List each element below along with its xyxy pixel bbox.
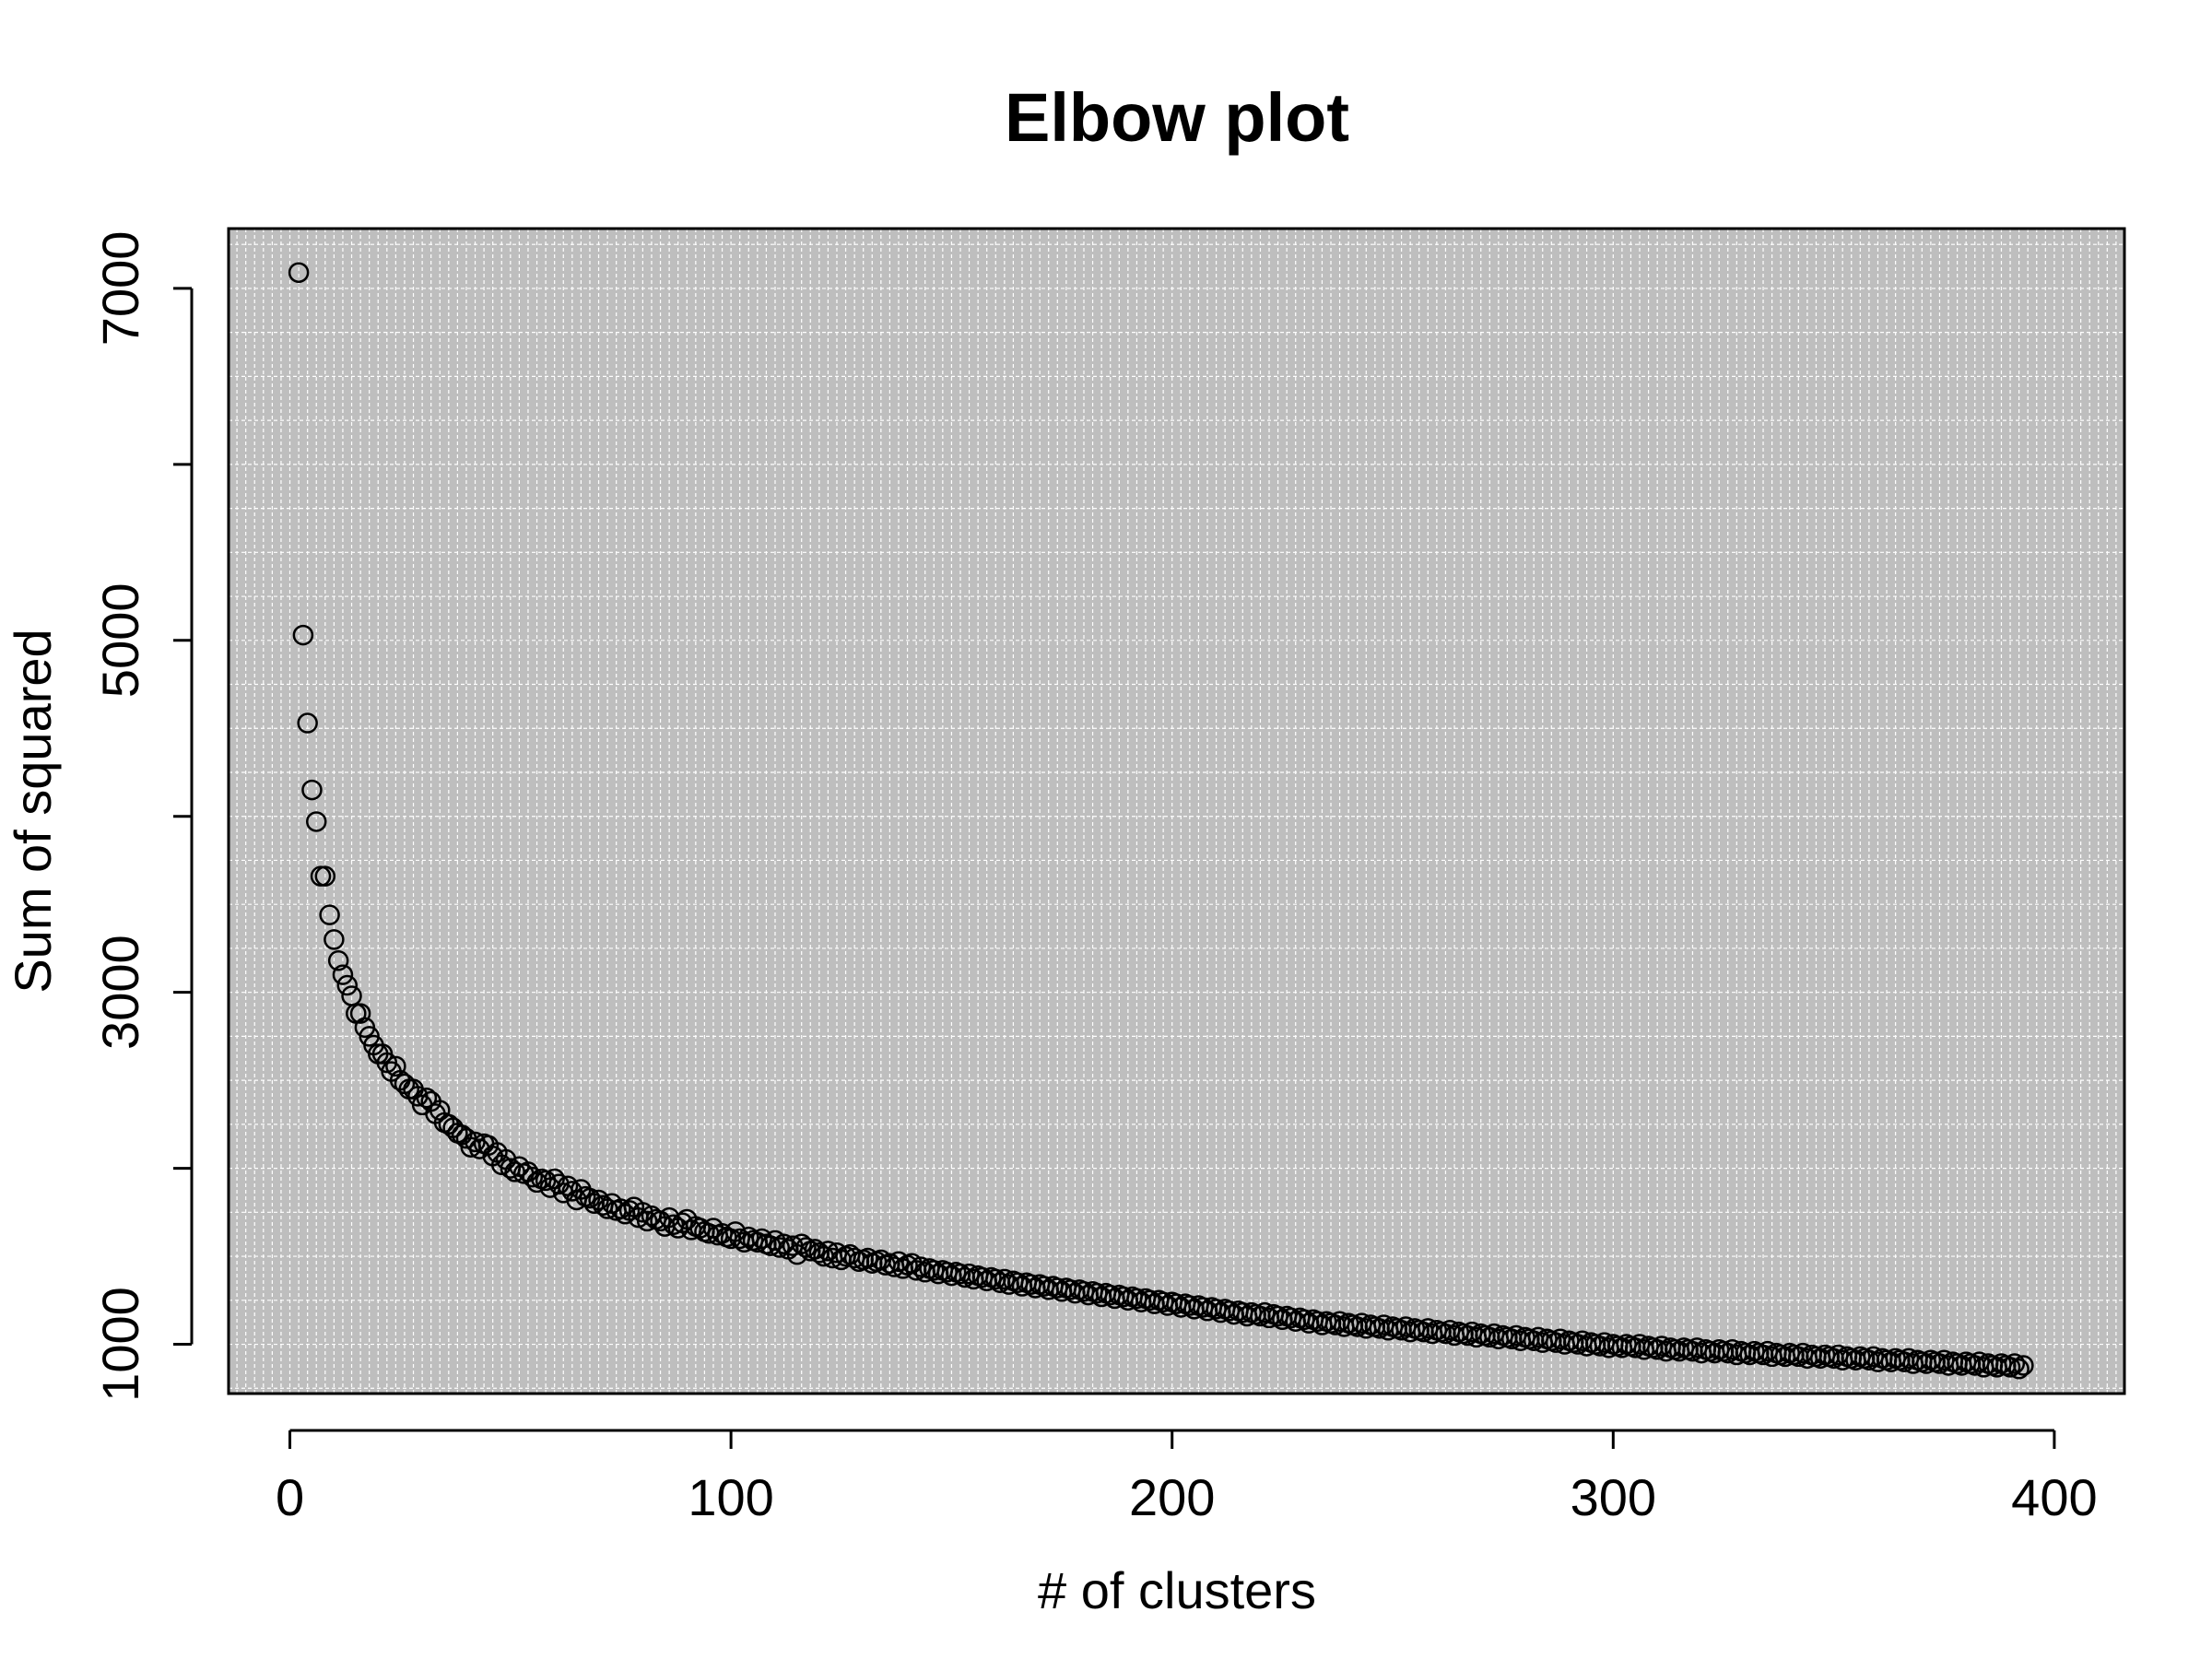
data-point — [349, 1003, 371, 1024]
data-point — [324, 929, 345, 950]
plot-background — [229, 229, 2124, 1394]
data-point — [297, 712, 318, 734]
data-point — [610, 1198, 631, 1219]
data-point — [994, 1268, 1016, 1290]
data-point — [857, 1247, 878, 1269]
data-point — [416, 1087, 438, 1109]
data-point — [795, 1237, 817, 1258]
data-point — [305, 811, 327, 832]
plot-border — [227, 227, 2126, 1395]
y-axis-label: Sum of squared — [4, 629, 62, 993]
data-point — [1999, 1357, 2021, 1378]
data-point — [336, 974, 358, 996]
data-point — [327, 950, 349, 971]
data-point — [332, 964, 354, 985]
data-point — [2008, 1359, 2030, 1380]
data-point — [2004, 1353, 2026, 1374]
chart-title: Elbow plot — [1005, 79, 1349, 156]
y-tick-label: 5000 — [91, 583, 149, 699]
y-tick-label: 3000 — [91, 935, 149, 1050]
x-tick-label: 200 — [1129, 1468, 1215, 1526]
data-point — [1253, 1301, 1276, 1324]
x-tick-label: 300 — [1571, 1468, 1656, 1526]
data-point — [522, 1166, 544, 1188]
data-points — [288, 262, 2034, 1380]
data-point — [314, 865, 336, 887]
x-axis: 0 100 200 300 400 — [276, 1429, 2098, 1526]
y-axis: 1000 3000 5000 7000 — [91, 231, 194, 1402]
data-point — [2013, 1355, 2034, 1376]
data-point — [650, 1210, 671, 1232]
plot-grid — [229, 229, 2124, 1394]
data-point — [959, 1263, 980, 1285]
data-point — [301, 779, 323, 801]
x-tick-label: 0 — [276, 1468, 304, 1526]
x-axis-label: # of clusters — [1038, 1561, 1316, 1619]
data-point — [288, 262, 310, 283]
data-point — [319, 904, 340, 925]
data-point — [385, 1055, 406, 1077]
data-point — [292, 624, 314, 646]
data-point — [769, 1237, 791, 1258]
y-tick-label: 1000 — [91, 1287, 149, 1402]
y-tick-label: 7000 — [91, 231, 149, 347]
data-point — [910, 1256, 932, 1277]
x-tick-label: 400 — [2011, 1468, 2097, 1526]
x-tick-label: 100 — [688, 1468, 773, 1526]
